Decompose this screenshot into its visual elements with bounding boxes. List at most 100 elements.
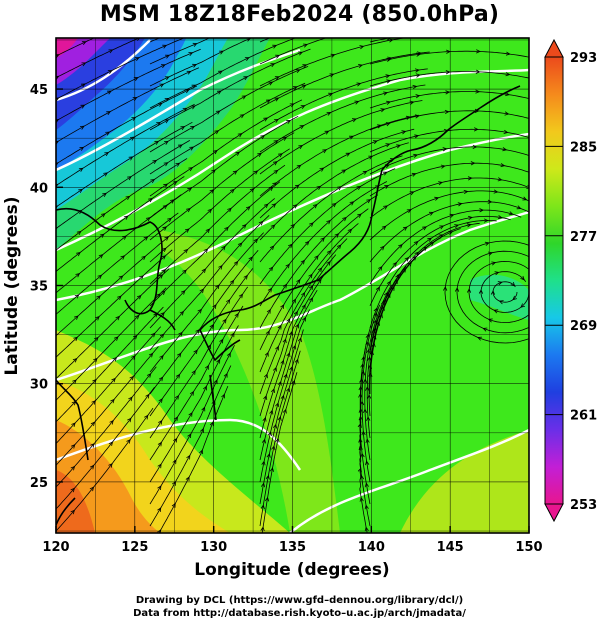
streamline-arrow: [98, 254, 104, 259]
streamline-arrow: [535, 57, 539, 60]
y-tick-label: 45: [30, 83, 48, 98]
streamline-arrow: [164, 119, 170, 124]
streamline-arrow: [347, 228, 353, 234]
streamline: [56, 38, 140, 79]
streamline-arrow: [194, 1, 198, 4]
streamline-arrow: [505, 51, 511, 56]
streamline-arrow: [190, 34, 194, 37]
streamline-arrow: [197, 308, 202, 314]
streamline-arrow: [332, 14, 336, 17]
streamline-arrow: [381, 225, 387, 230]
streamline-arrow: [125, 195, 131, 201]
streamline-arrow: [226, 298, 231, 304]
streamline-arrow: [152, 159, 158, 165]
streamline-arrow: [76, 230, 82, 236]
streamline-arrow: [326, 260, 331, 266]
streamline-arrow: [103, 172, 109, 177]
streamline-arrow: [443, 286, 448, 291]
streamline-arrow: [298, 145, 304, 150]
streamline-arrow: [382, 298, 387, 304]
streamline-arrow: [422, 226, 428, 231]
streamline-arrow: [324, 130, 330, 135]
streamline-arrow: [293, 310, 298, 316]
streamline-arrow: [466, 288, 472, 293]
streamline-arrow: [187, 187, 193, 192]
y-tick-label: 40: [30, 181, 48, 196]
coastlines: [56, 85, 521, 526]
streamline-arrow: [164, 26, 168, 29]
streamline-arrow: [428, 211, 434, 216]
streamline-arrow: [263, 395, 268, 400]
streamline-arrow: [266, 308, 271, 314]
streamline-arrow: [207, 208, 213, 214]
streamline-arrow: [180, 290, 186, 295]
streamline-arrow: [494, 271, 500, 276]
streamline-arrow: [126, 438, 131, 444]
streamline-arrow: [272, 44, 278, 49]
streamline-arrow: [300, 34, 304, 37]
streamline-arrow: [396, 272, 402, 278]
streamline-arrow: [233, 260, 239, 266]
streamline-arrow: [304, 23, 308, 26]
streamline-arrow: [79, 146, 85, 151]
streamline-arrow: [112, 356, 118, 362]
streamline: [444, 240, 529, 344]
streamline-arrow: [261, 438, 266, 444]
streamline-arrow: [83, 0, 87, 2]
streamline-arrow: [470, 161, 476, 166]
streamline-arrow: [358, 437, 363, 443]
streamline-arrow: [117, 295, 122, 300]
streamline-arrow: [158, 398, 163, 403]
streamline: [369, 220, 497, 329]
streamline-arrow: [56, 227, 58, 231]
streamline-arrow: [354, 100, 360, 105]
streamline-arrow: [380, 245, 385, 251]
streamline-arrow: [371, 342, 376, 348]
streamline-arrow: [434, 196, 440, 201]
streamline-arrow: [375, 286, 380, 292]
streamline-arrow: [222, 318, 227, 324]
streamline: [369, 209, 522, 285]
streamline-arrow: [412, 255, 417, 261]
streamline: [56, 67, 200, 143]
streamline: [149, 345, 235, 505]
streamline-arrow: [396, 144, 402, 149]
streamline-arrow: [260, 482, 266, 488]
streamline: [149, 99, 303, 197]
streamline-arrow: [202, 385, 207, 391]
streamline-arrow: [159, 83, 165, 88]
streamline-arrow: [173, 416, 179, 422]
streamline: [369, 222, 480, 351]
streamline-arrow: [359, 45, 365, 50]
streamline-arrow: [446, 29, 450, 33]
streamline: [259, 223, 359, 373]
x-axis-label: Longitude (degrees): [194, 560, 389, 580]
streamline-arrow: [476, 29, 480, 33]
streamline-arrow: [351, 118, 357, 123]
streamline-arrow: [184, 228, 190, 233]
streamline-arrow: [175, 373, 181, 379]
streamline-arrow: [387, 38, 391, 41]
streamline: [149, 82, 306, 175]
streamline-arrow: [191, 370, 196, 375]
streamline-arrow: [248, 256, 253, 262]
streamline-arrow: [170, 199, 175, 204]
streamline-arrow: [201, 406, 206, 412]
streamline-arrow: [275, 345, 279, 351]
streamline-arrow: [356, 82, 362, 87]
streamline-arrow: [292, 344, 297, 350]
streamline-arrow: [157, 441, 162, 447]
y-tick-label: 25: [30, 476, 48, 491]
streamline-arrow: [414, 68, 420, 73]
streamline-arrow: [414, 134, 420, 139]
streamline-arrow: [165, 34, 169, 37]
streamline-arrow: [326, 250, 332, 255]
streamline-arrow: [534, 118, 538, 121]
streamline-arrow: [72, 357, 78, 363]
coastline-korea-china: [56, 207, 163, 315]
streamline-arrow: [357, 467, 362, 473]
streamline-arrow: [157, 102, 163, 107]
streamline-arrow: [164, 140, 169, 145]
streamline-arrow: [378, 265, 383, 271]
streamline: [149, 365, 232, 527]
